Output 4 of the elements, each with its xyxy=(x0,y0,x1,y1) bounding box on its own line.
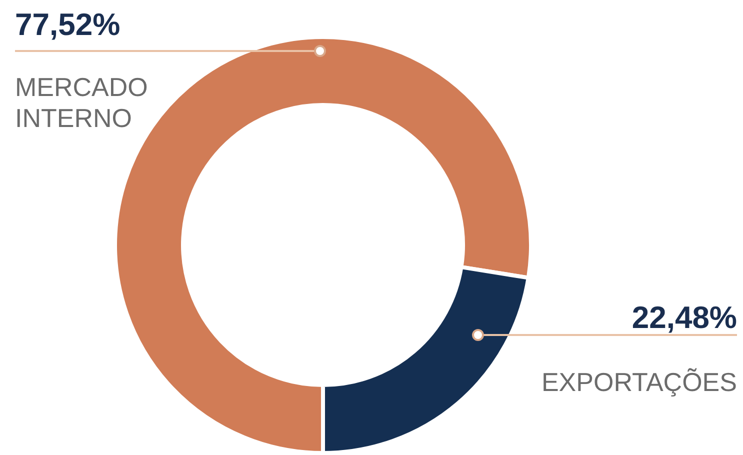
data-label: 22,48% xyxy=(632,300,737,335)
slice-label: MERCADO INTERNO xyxy=(15,72,148,133)
slice-label: EXPORTAÇÕES xyxy=(541,367,737,397)
data-label: 77,52% xyxy=(15,7,120,42)
